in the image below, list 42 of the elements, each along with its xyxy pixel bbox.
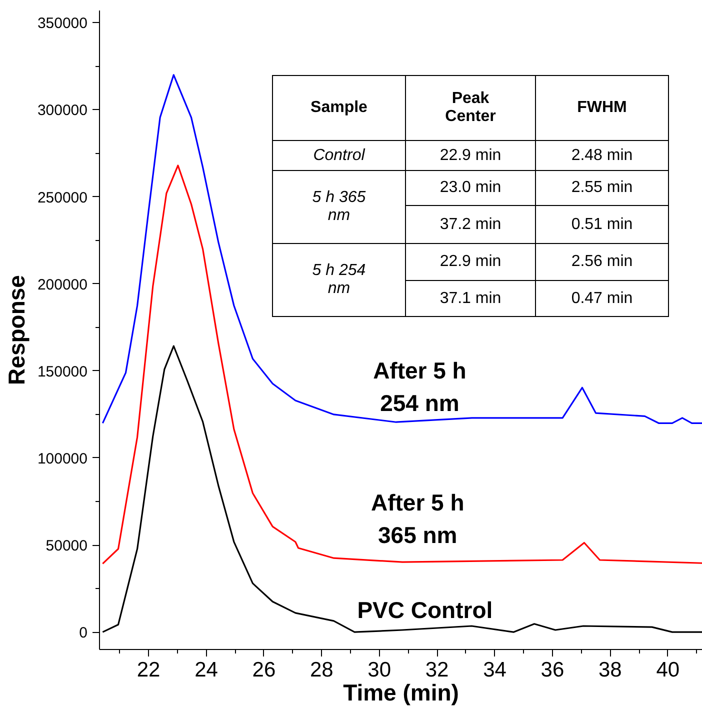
x-tick-label: 22 [136,658,160,682]
x-tick-label: 32 [425,658,449,682]
annotation: After 5 h 365 nm [370,489,464,548]
annotation: 2.48 min [536,140,668,170]
y-tick-label: 150000 [37,363,88,380]
annotation: 2.56 min [536,244,668,280]
y-axis-title: Response [3,275,30,385]
x-tick-label: 28 [310,658,334,682]
annotation: 23.0 min [406,170,536,206]
line-series [102,74,702,424]
y-tick-label: 100000 [37,450,88,468]
annotation: 37.2 min [406,206,536,244]
annotation: Control [272,140,406,170]
annotation: PVC Control [357,596,493,623]
line-series [102,164,702,564]
x-tick-label: 26 [252,658,276,682]
x-tick-label: 30 [368,658,392,682]
annotation: 22.9 min [406,244,536,280]
annotation: 5 h 254 nm [272,244,406,316]
x-tick-label: 24 [194,658,218,682]
annotation: Sample [272,76,406,140]
y-tick-label: 250000 [37,189,88,206]
y-tick-label: 200000 [37,276,88,294]
x-tick-label: 34 [483,658,507,682]
line-series [102,345,702,633]
annotation: 0.51 min [536,206,668,244]
x-tick-label: 36 [540,658,564,682]
x-axis-title: Time (min) [343,680,459,706]
y-tick-label: 50000 [46,538,88,555]
x-tick-label: 40 [656,658,680,682]
annotation: FWHM [536,76,668,140]
annotation: Peak Center [406,76,536,140]
annotation: After 5 h 254 nm [373,358,466,416]
annotation: 22.9 min [406,140,536,170]
x-tick-label: 38 [598,658,622,682]
y-tick-label: 0 [79,624,88,642]
y-tick-label: 350000 [37,15,88,32]
y-tick-label: 300000 [37,102,88,120]
annotation: 2.55 min [536,170,668,206]
annotation: 5 h 365 nm [272,170,406,244]
annotation: 0.47 min [536,280,668,316]
annotation: 37.1 min [406,280,536,316]
